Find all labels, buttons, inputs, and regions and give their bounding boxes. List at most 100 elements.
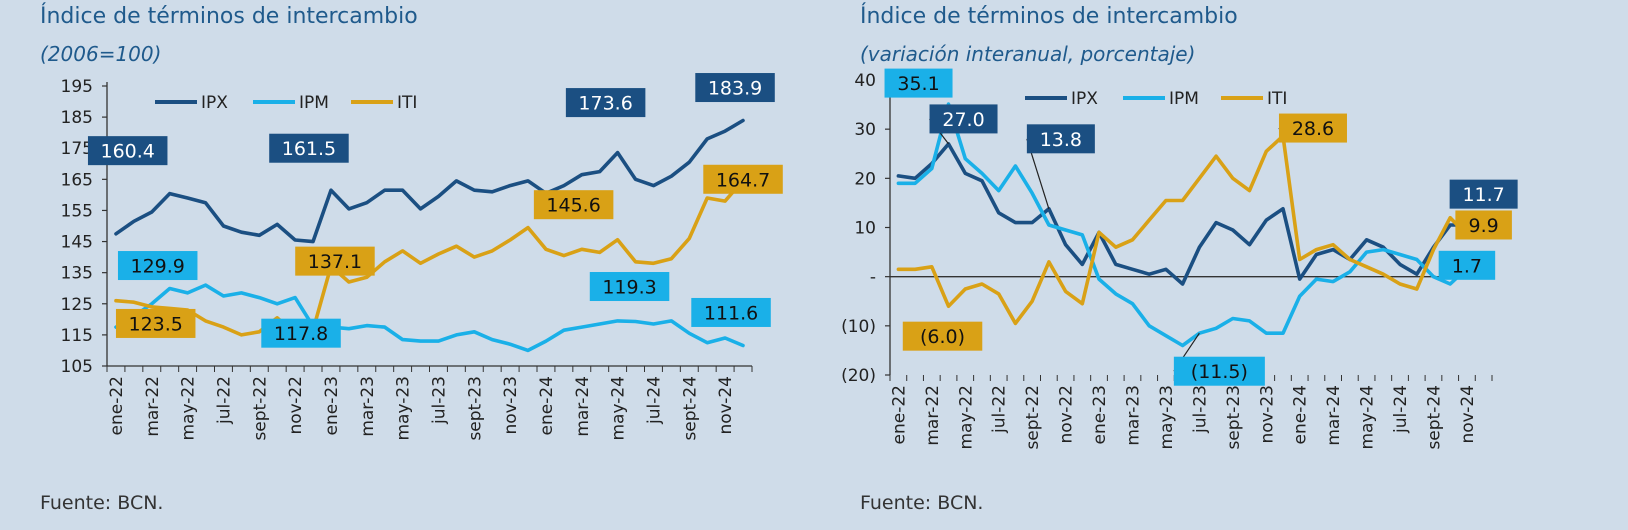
chart-source: Fuente: BCN. xyxy=(40,492,164,514)
x-tick-label: ene-23 xyxy=(1090,385,1110,444)
y-tick-label: (10) xyxy=(841,317,876,337)
data-label: 123.5 xyxy=(129,313,183,335)
y-tick-label: 135 xyxy=(61,264,93,284)
y-tick-label: 145 xyxy=(61,233,93,253)
x-tick-label: ene-22 xyxy=(107,376,127,435)
x-tick-label: sept-24 xyxy=(1424,385,1444,450)
x-tick-label: ene-23 xyxy=(322,376,342,435)
data-label: 111.6 xyxy=(704,302,758,324)
x-tick-label: nov-24 xyxy=(1458,385,1478,444)
y-tick-label: 10 xyxy=(854,219,876,239)
data-label-box xyxy=(565,88,646,118)
y-tick-label: 175 xyxy=(61,139,93,159)
y-tick-label: 40 xyxy=(854,71,876,91)
x-tick-label: ene-22 xyxy=(889,385,909,444)
x-tick-label: sept-23 xyxy=(465,376,485,441)
line-chart: (20) (10) - 10 20 30 40 ene-22 mar-22 may-22 jul-2… xyxy=(841,68,1518,450)
data-label: 35.1 xyxy=(897,73,939,95)
chart-subtitle: (variación interanual, porcentaje) xyxy=(860,42,1196,66)
data-label: 1.7 xyxy=(1452,255,1482,277)
series-line-iti xyxy=(114,178,745,337)
data-label-box xyxy=(533,190,614,220)
x-tick-label: nov-23 xyxy=(1257,385,1277,444)
data-label: 9.9 xyxy=(1469,215,1499,237)
x-tick-label: may-23 xyxy=(394,376,414,441)
chart-source: Fuente: BCN. xyxy=(860,492,984,514)
x-tick-label: ene-24 xyxy=(1291,385,1311,444)
x-tick-label: sept-23 xyxy=(1224,385,1244,450)
data-label: 129.9 xyxy=(131,256,185,278)
data-label-box xyxy=(929,104,998,134)
legend-label-iti: ITI xyxy=(397,93,417,113)
data-label-box xyxy=(884,68,953,98)
right-chart-panel: Índice de términos de intercambio (varia… xyxy=(820,0,1628,530)
chart-title: Índice de términos de intercambio xyxy=(40,4,418,29)
data-label: 173.6 xyxy=(578,93,632,115)
data-label-box xyxy=(589,272,670,302)
data-label: 13.8 xyxy=(1040,129,1082,151)
y-tick-label: 165 xyxy=(61,170,93,190)
data-label-box xyxy=(1438,250,1496,280)
series-line-ipm xyxy=(896,102,1486,348)
x-tick-label: may-22 xyxy=(956,385,976,450)
x-tick-label: may-23 xyxy=(1157,385,1177,450)
data-label-box xyxy=(695,73,775,103)
legend-label-ipm: IPM xyxy=(1169,89,1199,109)
data-label-box xyxy=(691,297,771,327)
data-label: 11.7 xyxy=(1462,184,1504,206)
x-tick-label: may-24 xyxy=(609,376,629,441)
chart-title: Índice de términos de intercambio xyxy=(860,4,1238,29)
legend-label-ipm: IPM xyxy=(299,93,329,113)
data-label-box xyxy=(1278,113,1347,143)
left-chart-panel: Índice de términos de intercambio (2006=… xyxy=(40,4,783,514)
series-line-iti xyxy=(896,134,1486,326)
x-tick-label: ene-24 xyxy=(537,376,557,435)
x-tick-label: jul-22 xyxy=(990,385,1010,434)
chart-subtitle: (2006=100) xyxy=(40,42,162,66)
x-tick-label: jul-24 xyxy=(644,376,664,425)
x-tick-label: may-24 xyxy=(1358,385,1378,450)
x-tick-label: nov-24 xyxy=(716,376,736,435)
series-line-ipx xyxy=(114,118,745,244)
data-label-box xyxy=(1026,124,1095,154)
y-tick-label: 105 xyxy=(61,357,93,377)
x-tick-label: sept-22 xyxy=(250,376,270,441)
data-label: 119.3 xyxy=(602,277,656,299)
data-label-box xyxy=(261,318,341,348)
data-label-box xyxy=(703,164,783,194)
y-tick-label: 155 xyxy=(61,201,93,221)
data-label: 117.8 xyxy=(274,323,328,345)
data-label-box xyxy=(117,251,198,281)
legend-label-ipx: IPX xyxy=(1071,89,1098,109)
data-label-box xyxy=(269,133,349,163)
x-tick-label: nov-23 xyxy=(501,376,521,435)
x-tick-label: mar-24 xyxy=(573,376,593,437)
x-tick-label: jul-23 xyxy=(429,376,449,425)
data-label: 27.0 xyxy=(942,109,984,131)
y-tick-label: 115 xyxy=(61,326,93,346)
y-tick-label: - xyxy=(870,268,876,288)
data-label: (11.5) xyxy=(1191,361,1248,383)
data-label: 160.4 xyxy=(101,141,155,163)
series-line-ipm xyxy=(114,283,745,353)
x-tick-label: mar-24 xyxy=(1324,385,1344,446)
data-label: 161.5 xyxy=(282,138,336,160)
x-tick-label: nov-22 xyxy=(286,376,306,435)
data-label-box xyxy=(1173,356,1265,386)
data-label-box xyxy=(1449,179,1518,209)
y-tick-label: 20 xyxy=(854,169,876,189)
y-tick-label: 125 xyxy=(61,295,93,315)
x-tick-label: jul-24 xyxy=(1391,385,1411,434)
x-tick-label: mar-23 xyxy=(358,376,378,437)
data-label: 183.9 xyxy=(708,78,762,100)
x-tick-label: mar-22 xyxy=(143,376,163,437)
data-label: 145.6 xyxy=(546,195,600,217)
x-tick-label: may-22 xyxy=(179,376,199,441)
y-tick-label: 30 xyxy=(854,120,876,140)
data-label-box xyxy=(1455,210,1512,240)
legend-label-ipx: IPX xyxy=(201,93,228,113)
line-chart: 105 115 125 135 145 155 165 175 185 195 ene-22 mar-… xyxy=(61,73,783,441)
y-tick-label: 185 xyxy=(61,108,93,128)
x-tick-label: sept-24 xyxy=(680,376,700,441)
data-label: (6.0) xyxy=(920,326,965,348)
